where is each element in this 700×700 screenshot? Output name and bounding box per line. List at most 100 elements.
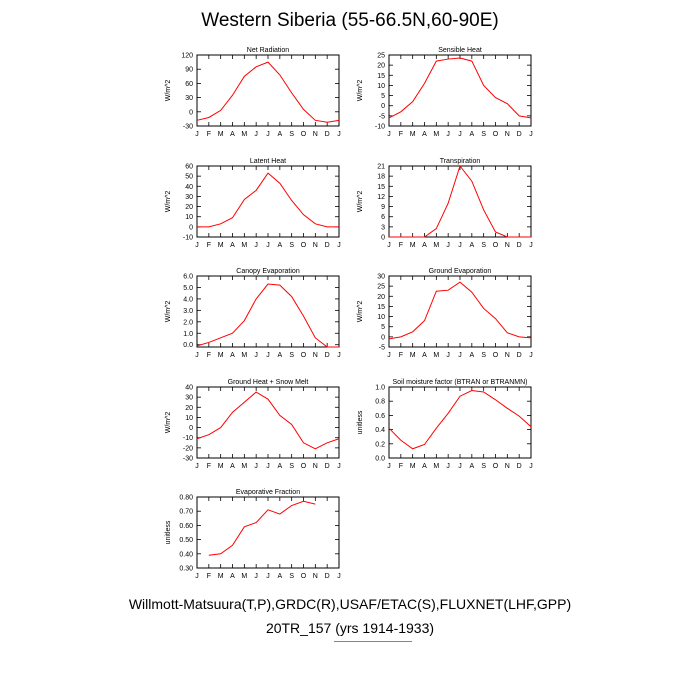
x-tick-label: D [325,131,330,138]
x-tick-label: F [207,242,211,249]
y-tick-label: 10 [377,314,385,321]
x-tick-label: J [529,463,533,470]
panel-title: Ground Evaporation [429,268,492,275]
x-tick-label: O [493,242,499,249]
x-tick-label: J [387,242,391,249]
x-tick-label: O [493,131,499,138]
x-tick-label: J [529,131,533,138]
x-tick-label: J [195,131,199,138]
x-tick-label: J [458,242,462,249]
x-tick-label: F [399,131,403,138]
plot-frame [196,275,340,348]
y-tick-label: -10 [183,435,193,442]
x-tick-label: J [266,573,270,580]
x-tick-label: M [241,463,247,470]
panel-title: Evaporative Fraction [236,489,300,496]
x-tick-label: S [481,242,486,249]
x-tick-label: M [410,131,416,138]
panel-title: Net Radiation [247,47,290,54]
y-axis-label: W/m^2 [357,191,364,213]
y-axis-label: W/m^2 [165,80,172,102]
series-line [388,281,532,340]
x-tick-label: M [433,242,439,249]
figure-title: Western Siberia (55-66.5N,60-90E) [201,10,499,31]
x-tick-label: A [230,573,235,580]
x-tick-label: J [458,131,462,138]
x-tick-label: M [410,242,416,249]
y-axis-label: unitless [357,410,364,434]
x-tick-label: D [325,573,330,580]
x-tick-label: J [458,463,462,470]
x-tick-label: S [289,242,294,249]
y-tick-label: 30 [377,274,385,281]
x-tick-label: J [446,463,450,470]
x-tick-label: J [195,242,199,249]
y-tick-label: 5 [381,93,385,100]
x-tick-label: J [446,242,450,249]
y-tick-label: 20 [185,204,193,211]
x-tick-label: N [313,573,318,580]
x-tick-label: J [529,242,533,249]
plot-frame [388,275,532,348]
x-tick-label: N [505,131,510,138]
y-tick-label: 0.4 [375,427,385,434]
y-tick-label: 10 [185,214,193,221]
panel-title: Canopy Evaporation [236,268,300,275]
x-tick-label: J [337,463,341,470]
y-tick-label: 60 [185,164,193,171]
y-tick-label: 0.50 [179,537,193,544]
x-tick-label: J [254,463,258,470]
y-tick-label: 40 [185,385,193,392]
x-tick-label: J [446,131,450,138]
y-tick-label: 0.30 [179,566,193,573]
x-tick-label: M [218,131,224,138]
run-info-caption: 20TR_157 (yrs 1914-1933) [265,620,435,636]
y-tick-label: 15 [377,184,385,191]
x-tick-label: A [469,242,474,249]
x-tick-label: N [505,463,510,470]
y-tick-label: 30 [185,194,193,201]
y-tick-label: 3 [381,224,385,231]
chart-panel: Ground Heat + Snow Melt -30 -20 -10 0 10 20 30 4… [165,379,341,470]
y-tick-label: 0.70 [179,509,193,516]
x-tick-label: A [277,131,282,138]
y-tick-label: 0 [381,334,385,341]
y-tick-label: 0.40 [179,551,193,558]
x-tick-label: D [517,242,522,249]
x-tick-label: J [387,131,391,138]
plot-frame [196,165,340,238]
x-tick-label: J [458,352,462,359]
x-tick-label: J [337,573,341,580]
y-tick-label: -10 [375,124,385,131]
y-tick-label: 0.0 [375,456,385,463]
panel-title: Transpiration [440,158,481,165]
x-tick-label: D [517,131,522,138]
y-tick-label: 90 [185,67,193,74]
x-tick-label: A [422,463,427,470]
y-tick-label: 30 [185,95,193,102]
x-tick-label: F [207,573,211,580]
x-tick-label: F [207,463,211,470]
series-line [388,57,532,119]
x-tick-label: M [410,463,416,470]
y-tick-label: 50 [185,174,193,181]
x-tick-label: O [493,352,499,359]
y-tick-label: 18 [377,174,385,181]
series-line [196,283,339,348]
y-tick-label: -10 [183,235,193,242]
y-tick-label: 10 [185,415,193,422]
series-line [389,164,531,238]
x-tick-label: M [218,352,224,359]
y-tick-label: 0 [189,109,193,116]
y-axis-label: W/m^2 [357,301,364,323]
y-tick-label: 15 [377,73,385,80]
y-tick-label: 0.80 [179,495,193,502]
x-tick-label: A [422,352,427,359]
y-tick-label: -5 [379,113,385,120]
y-tick-label: 25 [377,284,385,291]
y-tick-label: 9 [381,204,385,211]
